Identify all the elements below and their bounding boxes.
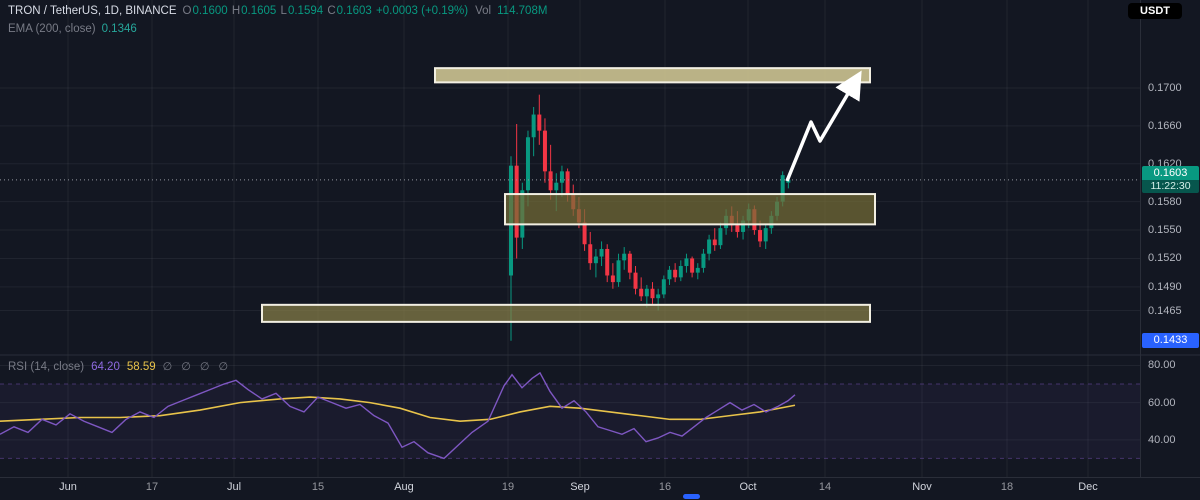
rsi-axis-label: 40.00 (1148, 433, 1176, 446)
rsi-hidden-plot-icons: ∅ ∅ ∅ ∅ (162, 361, 232, 373)
price-axis-label: 0.1490 (1148, 280, 1182, 293)
time-axis-tick: Nov (912, 481, 932, 493)
zone-resistance-upper[interactable] (434, 67, 871, 84)
time-axis-tick: 19 (501, 481, 515, 493)
ohlc-values: O0.1600 H0.1605 L0.1594 C0.1603 +0.0003 … (182, 5, 469, 17)
time-axis[interactable]: Jun 17 Jul 15 Aug 19 Sep 16 Oct 14 Nov 18 Dec (0, 477, 1200, 500)
last-price-value: 0.1603 (1142, 165, 1199, 180)
ema-legend-row: EMA (200, close) 0.1346 (8, 23, 137, 35)
zone-support-lower[interactable] (261, 303, 871, 323)
price-axis-label: 0.1660 (1148, 119, 1182, 132)
blue-price-marker: 0.1433 (1142, 332, 1199, 348)
time-axis-tick: Oct (739, 481, 757, 493)
time-axis-tick: Dec (1078, 481, 1098, 493)
ema-indicator-label[interactable]: EMA (200, close) (8, 23, 96, 35)
symbol-title[interactable]: TRON / TetherUS, 1D, BINANCE (8, 5, 177, 17)
price-axis-label: 0.1465 (1148, 304, 1182, 317)
volume-label: Vol (475, 5, 492, 17)
price-axis-label: 0.1520 (1148, 252, 1182, 265)
zone-drawings[interactable] (261, 67, 876, 323)
rsi-plot (0, 371, 796, 460)
arrow-drawing[interactable] (785, 70, 862, 182)
time-axis-tick: Aug (394, 481, 414, 493)
last-price-badge: 0.1603 11:22:30 (1142, 165, 1199, 193)
ema-value: 0.1346 (101, 23, 137, 35)
rsi-axis-label: 60.00 (1148, 396, 1176, 409)
time-axis-tick: 16 (658, 481, 672, 493)
zone-resistance-mid[interactable] (504, 193, 876, 226)
rsi-value: 64.20 (91, 360, 120, 373)
price-scale[interactable]: 0.1603 11:22:30 0.1433 0.1700 0.1660 0.162… (1140, 0, 1200, 477)
price-change: +0.0003 (+0.19%) (376, 5, 469, 17)
rsi-ma-value: 58.59 (126, 360, 156, 373)
price-axis-label: 0.1700 (1148, 82, 1182, 95)
volume-value: 114.708M (497, 5, 548, 17)
rsi-band (0, 383, 1140, 459)
time-axis-tick: Sep (570, 481, 590, 493)
price-axis-label: 0.1580 (1148, 195, 1182, 208)
time-axis-tick: Jun (59, 481, 77, 493)
quote-currency-badge[interactable]: USDT (1128, 3, 1182, 19)
time-axis-tick: Jul (226, 481, 242, 493)
time-axis-tick: 15 (311, 481, 325, 493)
price-axis-label: 0.1550 (1148, 224, 1182, 237)
rsi-legend-row: RSI (14, close) 64.20 58.59 ∅ ∅ ∅ ∅ (8, 360, 232, 374)
bar-countdown: 11:22:30 (1142, 179, 1199, 193)
time-axis-marker[interactable] (683, 494, 700, 499)
rsi-indicator-label[interactable]: RSI (14, close) (8, 360, 85, 373)
rsi-axis-label: 80.00 (1148, 359, 1176, 372)
time-axis-tick: 14 (818, 481, 832, 493)
symbol-legend-row: TRON / TetherUS, 1D, BINANCE O0.1600 H0.… (8, 5, 547, 17)
time-axis-tick: 18 (1000, 481, 1014, 493)
time-axis-tick: 17 (145, 481, 159, 493)
